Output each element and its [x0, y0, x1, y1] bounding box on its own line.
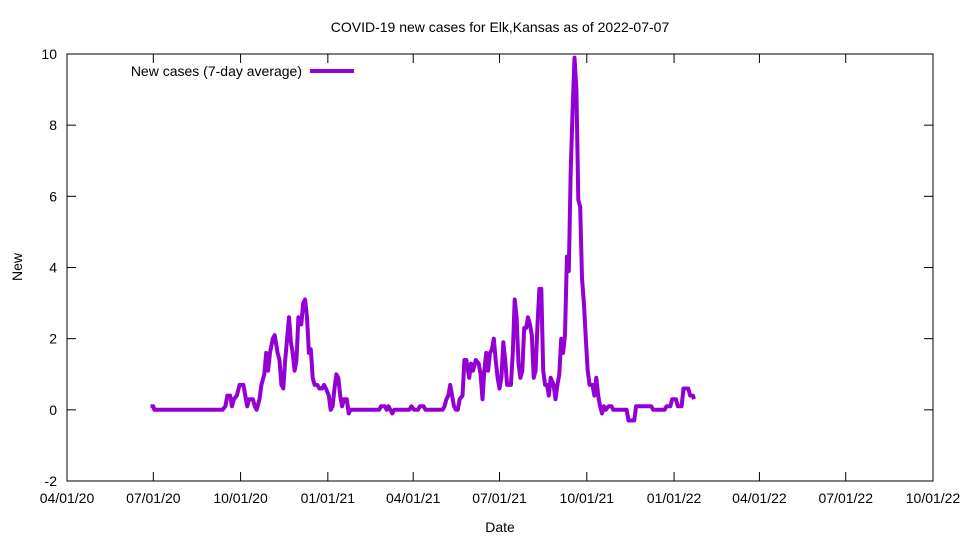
- x-tick-label: 04/01/22: [732, 490, 787, 506]
- x-tick-label: 10/01/22: [906, 490, 960, 506]
- x-tick-label: 04/01/21: [386, 490, 441, 506]
- x-axis-label: Date: [485, 519, 515, 535]
- x-tick-label: 07/01/21: [472, 490, 527, 506]
- y-tick-label: 10: [41, 46, 57, 62]
- x-tick-label: 04/01/20: [40, 490, 95, 506]
- x-tick-label: 01/01/22: [647, 490, 702, 506]
- y-tick-label: 2: [49, 331, 57, 347]
- x-tick-label: 10/01/21: [560, 490, 615, 506]
- series-line: [150, 55, 696, 423]
- y-tick-label: 8: [49, 117, 57, 133]
- y-tick-label: 6: [49, 188, 57, 204]
- plot-area: [66, 53, 934, 482]
- x-tick-label: 07/01/20: [126, 490, 181, 506]
- y-tick-label: 0: [49, 402, 57, 418]
- chart-title: COVID-19 new cases for Elk,Kansas as of …: [331, 19, 670, 35]
- x-tick-label: 07/01/22: [818, 490, 873, 506]
- y-tick-label: -2: [45, 473, 58, 489]
- y-axis-label: New: [9, 252, 25, 281]
- plot-frame: [66, 53, 934, 482]
- x-axis: 04/01/20 07/01/20 10/01/20 01/01/21 04/01/21…: [40, 54, 960, 506]
- x-tick-label: 01/01/21: [301, 490, 356, 506]
- legend: New cases (7-day average): [131, 63, 354, 79]
- x-tick-label: 10/01/20: [213, 490, 268, 506]
- y-tick-label: 4: [49, 260, 57, 276]
- series-layer: [150, 55, 696, 423]
- legend-label: New cases (7-day average): [131, 63, 302, 79]
- y-axis: -2 0 2 4 6 8 10: [41, 46, 933, 489]
